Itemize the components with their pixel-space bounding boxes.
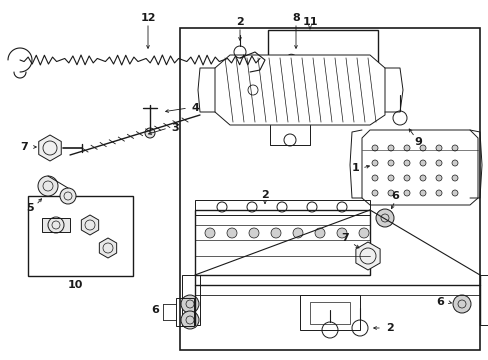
Bar bbox=[309, 302, 349, 324]
Circle shape bbox=[387, 160, 393, 166]
Text: 2: 2 bbox=[386, 323, 393, 333]
Circle shape bbox=[403, 160, 409, 166]
Circle shape bbox=[403, 190, 409, 196]
Circle shape bbox=[371, 175, 377, 181]
Text: 7: 7 bbox=[20, 142, 28, 152]
Text: 8: 8 bbox=[291, 13, 299, 23]
Circle shape bbox=[403, 145, 409, 151]
Bar bbox=[42, 218, 70, 232]
Circle shape bbox=[248, 228, 259, 238]
Circle shape bbox=[419, 145, 425, 151]
Circle shape bbox=[371, 145, 377, 151]
Circle shape bbox=[60, 188, 76, 204]
Circle shape bbox=[451, 145, 457, 151]
Circle shape bbox=[336, 228, 346, 238]
Text: 6: 6 bbox=[435, 297, 443, 307]
Text: 12: 12 bbox=[140, 13, 156, 23]
Bar bbox=[195, 200, 369, 215]
Circle shape bbox=[371, 160, 377, 166]
Circle shape bbox=[387, 190, 393, 196]
Circle shape bbox=[452, 295, 470, 313]
Circle shape bbox=[387, 175, 393, 181]
Polygon shape bbox=[361, 130, 477, 205]
Circle shape bbox=[358, 228, 368, 238]
Circle shape bbox=[435, 190, 441, 196]
Circle shape bbox=[419, 175, 425, 181]
Text: 9: 9 bbox=[413, 137, 421, 147]
Circle shape bbox=[435, 145, 441, 151]
Circle shape bbox=[435, 175, 441, 181]
Bar bbox=[180, 28, 479, 350]
Text: 11: 11 bbox=[302, 17, 317, 27]
Bar bbox=[28, 196, 133, 276]
Circle shape bbox=[145, 128, 155, 138]
Circle shape bbox=[314, 228, 325, 238]
Circle shape bbox=[371, 190, 377, 196]
Circle shape bbox=[292, 228, 303, 238]
Circle shape bbox=[451, 160, 457, 166]
Circle shape bbox=[375, 209, 393, 227]
Circle shape bbox=[387, 145, 393, 151]
Text: 5: 5 bbox=[26, 203, 34, 213]
Text: 2: 2 bbox=[261, 190, 268, 200]
Circle shape bbox=[451, 175, 457, 181]
Circle shape bbox=[38, 176, 58, 196]
Bar bbox=[267, 30, 377, 115]
Text: 6: 6 bbox=[151, 305, 159, 315]
Circle shape bbox=[451, 190, 457, 196]
Text: 4: 4 bbox=[191, 103, 199, 113]
Circle shape bbox=[435, 160, 441, 166]
Text: 6: 6 bbox=[390, 191, 398, 201]
Bar bbox=[176, 298, 194, 326]
Circle shape bbox=[403, 175, 409, 181]
Bar bbox=[182, 275, 200, 325]
Polygon shape bbox=[215, 55, 384, 125]
Circle shape bbox=[204, 228, 215, 238]
Circle shape bbox=[270, 228, 281, 238]
Bar bbox=[195, 210, 369, 275]
Text: 2: 2 bbox=[236, 17, 244, 27]
Circle shape bbox=[181, 311, 199, 329]
Circle shape bbox=[419, 160, 425, 166]
Circle shape bbox=[226, 228, 237, 238]
Circle shape bbox=[419, 190, 425, 196]
Bar bbox=[299, 295, 359, 330]
Text: 7: 7 bbox=[341, 233, 348, 243]
Text: 1: 1 bbox=[351, 163, 359, 173]
Circle shape bbox=[181, 295, 199, 313]
Text: 3: 3 bbox=[171, 123, 179, 133]
Text: 10: 10 bbox=[67, 280, 82, 290]
Bar bbox=[479, 275, 488, 325]
